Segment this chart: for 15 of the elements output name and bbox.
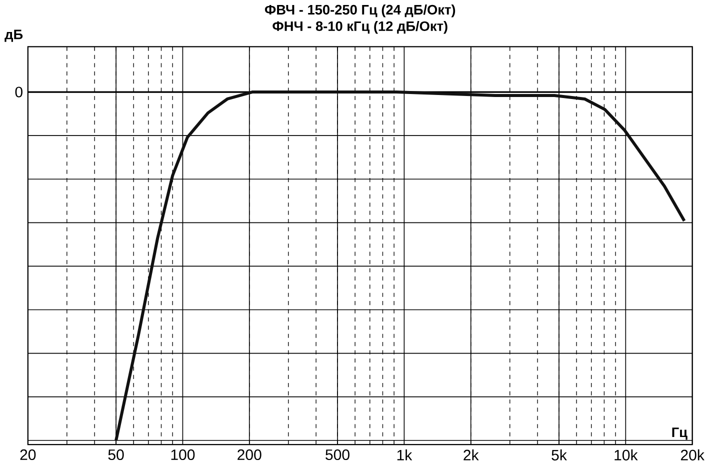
y-axis-title: дБ xyxy=(4,30,23,42)
ref-line-label: 0 xyxy=(15,86,22,98)
chart-subtitle: ФНЧ - 8-10 кГц (12 дБ/Окт) xyxy=(272,20,448,34)
x-tick-label: 500 xyxy=(326,449,350,460)
x-tick-label: 20k xyxy=(680,449,704,460)
chart-title: ФВЧ - 150-250 Гц (24 дБ/Окт) xyxy=(264,4,456,18)
x-tick-label: 10k xyxy=(614,449,638,460)
x-tick-label: 20 xyxy=(20,449,36,460)
x-tick-label: 50 xyxy=(108,449,124,460)
x-tick-label: 2k xyxy=(464,449,479,460)
x-tick-label: 1k xyxy=(397,449,412,460)
x-tick-label: 100 xyxy=(171,449,195,460)
x-tick-label: 5k xyxy=(552,449,567,460)
x-tick-label: 200 xyxy=(238,449,262,460)
x-axis-title: Гц xyxy=(672,428,688,440)
